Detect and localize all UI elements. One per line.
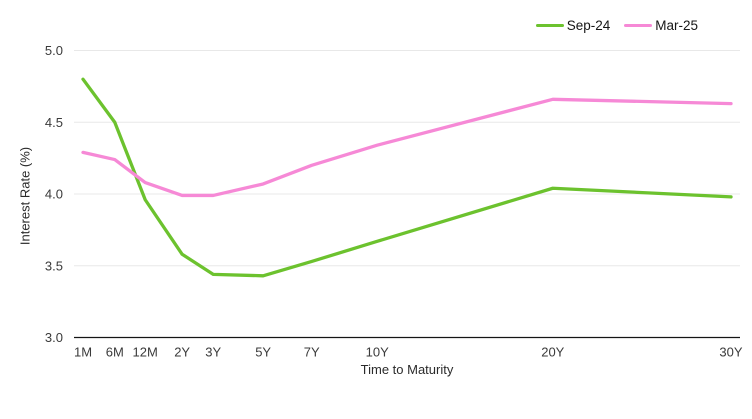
y-axis-title: Interest Rate (%)	[17, 146, 33, 246]
x-tick-label: 10Y	[366, 345, 389, 360]
legend-swatch-mar-25	[624, 23, 653, 28]
legend-item-sep-24[interactable]: Sep-24	[535, 18, 611, 33]
series-line-mar-25	[81, 97, 733, 198]
x-tick-label: 20Y	[541, 345, 564, 360]
legend-swatch-sep-24	[535, 23, 564, 28]
x-tick-label: 6M	[106, 345, 124, 360]
x-tick-label: 3Y	[205, 345, 221, 360]
legend-label: Sep-24	[566, 18, 611, 33]
y-tick-label: 4.0	[45, 187, 63, 202]
series-line-sep-24	[81, 77, 733, 278]
legend-label: Mar-25	[655, 18, 698, 33]
x-tick-label: 1M	[74, 345, 92, 360]
y-tick-label: 4.5	[45, 115, 63, 130]
x-tick-label: 30Y	[719, 345, 742, 360]
chart-legend: Sep-24 Mar-25	[535, 18, 698, 33]
x-tick-label: 12M	[133, 345, 158, 360]
x-tick-label: 7Y	[304, 345, 320, 360]
y-tick-label: 3.0	[45, 330, 63, 345]
y-tick-label: 5.0	[45, 43, 63, 58]
legend-item-mar-25[interactable]: Mar-25	[624, 18, 698, 33]
x-tick-label: 2Y	[174, 345, 190, 360]
x-axis-title: Time to Maturity	[360, 362, 454, 377]
y-tick-label: 3.5	[45, 258, 63, 273]
x-tick-label: 5Y	[255, 345, 271, 360]
